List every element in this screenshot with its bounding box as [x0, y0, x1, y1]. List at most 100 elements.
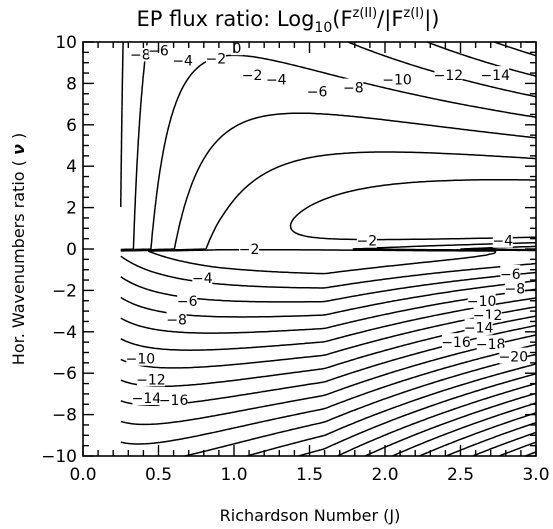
- contour-labels: −8−6−4 −20−2 −4−6 −8−10 −12 −14−2−2−4−6−8−10−…: [126, 39, 528, 409]
- x-tick-label: 3.0: [522, 465, 549, 485]
- contour-label-background: [473, 306, 502, 323]
- contour-label: −10: [382, 72, 412, 88]
- contour-label-background: [467, 291, 496, 308]
- contour-label: −6: [177, 294, 198, 310]
- y-axis-label-symbol: ν: [9, 144, 28, 155]
- contour-line: [246, 363, 537, 457]
- y-tick-label: −4: [52, 323, 77, 343]
- contour-label-background: [166, 310, 187, 327]
- contour-label: −12: [136, 372, 166, 388]
- contour-line: [147, 179, 537, 275]
- x-tick-label: 1.5: [296, 465, 323, 485]
- contour-label-background: [434, 66, 463, 83]
- x-tick-label: 0.0: [69, 465, 96, 485]
- contour-label-background: [383, 70, 412, 87]
- title-suffix: |): [424, 7, 439, 32]
- contour-label: −8: [343, 81, 364, 97]
- contour-label: 0: [233, 41, 242, 57]
- contour-label-background: [441, 333, 470, 350]
- contour-label: −18: [476, 337, 506, 353]
- y-tick-label: 6: [66, 116, 77, 136]
- contour-label: −4: [172, 54, 193, 70]
- y-tick-label: −2: [52, 281, 77, 301]
- contour-label-background: [476, 335, 505, 352]
- contour-label-background: [481, 66, 510, 83]
- contour-label-background: [192, 268, 213, 285]
- contour-line: [337, 382, 537, 457]
- y-axis-label: Hor. Wavenumbers ratio ( ν ): [9, 133, 28, 365]
- contour-label-background: [266, 70, 287, 87]
- contour-label: −6: [307, 85, 328, 101]
- y-tick-label: 10: [55, 33, 77, 53]
- y-tick-label: 0: [66, 240, 77, 260]
- contour-line: [472, 431, 537, 457]
- contour-label: −4: [266, 72, 287, 88]
- contour-label: −2: [239, 242, 260, 258]
- plot-frame: [82, 41, 537, 457]
- y-tick-label: −6: [52, 364, 77, 384]
- contour-line: [120, 334, 537, 426]
- contour-label-background: [307, 82, 328, 99]
- contour-label-background: [130, 45, 151, 62]
- contour-label-background: [205, 49, 226, 66]
- contour-label: −8: [166, 312, 187, 328]
- y-axis-label-end: ): [9, 133, 28, 144]
- title-subscript: 10: [314, 20, 332, 36]
- contour-line: [120, 54, 537, 318]
- contour-label-background: [464, 318, 493, 335]
- contour-label-background: [136, 370, 165, 387]
- y-tick-label: 4: [66, 157, 77, 177]
- contour-label-background: [343, 78, 364, 95]
- chart-title: EP flux ratio: Log10(Fz(II)/|Fz(I)|): [136, 6, 439, 36]
- contour-label-background: [132, 389, 161, 406]
- contour-label-background: [177, 291, 198, 308]
- contour-label: −2: [357, 234, 378, 250]
- title-superscript2: z(I): [403, 6, 424, 21]
- contour-label: −16: [159, 393, 189, 409]
- title-mid2: /|F: [377, 7, 403, 32]
- contour-label: −4: [492, 234, 513, 250]
- contour-label: −12: [434, 68, 464, 84]
- contour-label-background: [126, 349, 155, 366]
- contour-line: [364, 392, 537, 457]
- x-tick-label: 1.0: [220, 465, 247, 485]
- contour-label-background: [504, 279, 525, 296]
- contour-label-background: [500, 264, 521, 281]
- contour-label-background: [239, 240, 260, 256]
- y-tick-label: −8: [52, 406, 77, 426]
- y-tick-label: 2: [66, 199, 77, 219]
- contour-label-background: [159, 391, 188, 408]
- contour-label-background: [172, 51, 193, 68]
- contour-label: −14: [480, 68, 510, 84]
- contour-label-background: [242, 66, 263, 83]
- contour-label: −2: [206, 52, 227, 68]
- contour-label: −8: [130, 47, 151, 63]
- contour-label: −10: [467, 294, 497, 310]
- contour-label: −14: [464, 321, 494, 337]
- contour-label: −8: [505, 281, 526, 297]
- contour-label: −16: [441, 335, 471, 351]
- x-tick-label: 2.5: [447, 465, 474, 485]
- x-tick-label: 0.5: [145, 465, 172, 485]
- x-axis-label: Richardson Number (J): [220, 506, 401, 525]
- title-prefix: EP flux ratio: Log: [136, 7, 314, 31]
- x-tick-label: 2.0: [371, 465, 398, 485]
- axis-ticks: [82, 41, 537, 457]
- y-axis-label-text: Hor. Wavenumbers ratio (: [9, 155, 28, 365]
- title-mid1: (F: [332, 7, 352, 31]
- contour-label: −10: [126, 352, 156, 368]
- contour-label-background: [356, 231, 377, 248]
- contour-label-background: [499, 347, 528, 364]
- contour-label: −6: [500, 267, 521, 283]
- contour-line: [419, 412, 537, 457]
- contour-label: −2: [242, 68, 263, 84]
- contour-line: [120, 41, 537, 351]
- contour-label: −4: [192, 271, 213, 287]
- contour-label: −14: [132, 391, 162, 407]
- title-superscript1: z(II): [353, 6, 378, 21]
- y-tick-label: 8: [66, 74, 77, 94]
- y-tick-label: −10: [41, 447, 77, 467]
- contour-line: [120, 151, 537, 289]
